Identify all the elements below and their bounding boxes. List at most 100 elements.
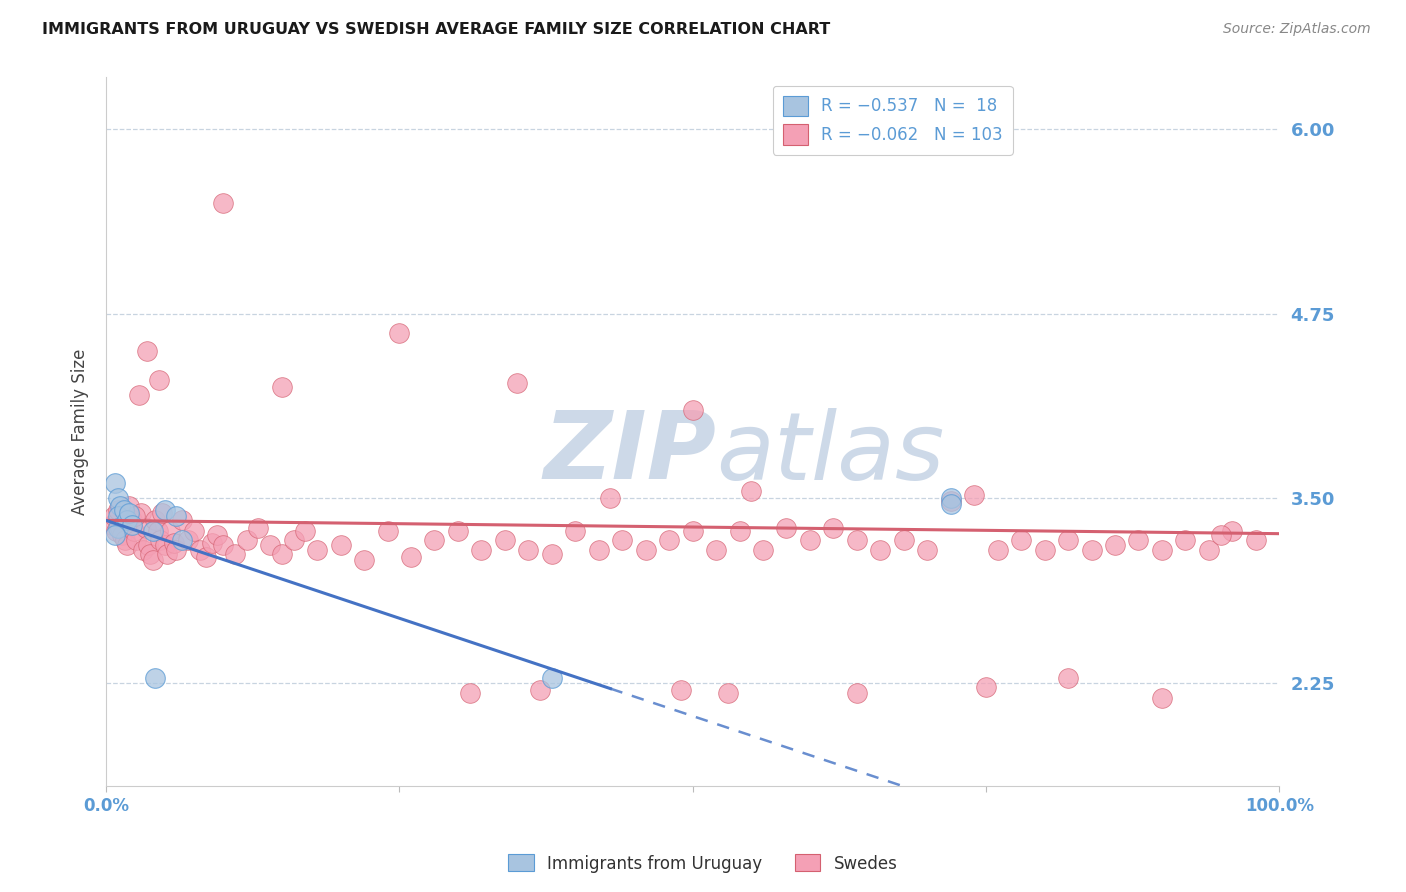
Point xyxy=(212,539,235,553)
Point xyxy=(1057,671,1080,685)
Point xyxy=(188,542,211,557)
Point xyxy=(717,686,740,700)
Point xyxy=(271,380,294,394)
Point xyxy=(115,539,138,553)
Point xyxy=(294,524,316,538)
Point xyxy=(172,533,194,547)
Point xyxy=(121,517,143,532)
Point xyxy=(142,524,165,538)
Point xyxy=(105,524,128,538)
Point xyxy=(845,686,868,700)
Point xyxy=(143,671,166,685)
Point xyxy=(799,533,821,547)
Point xyxy=(987,542,1010,557)
Point xyxy=(893,533,915,547)
Point xyxy=(139,547,162,561)
Point xyxy=(752,542,775,557)
Point xyxy=(128,388,150,402)
Point xyxy=(1150,690,1173,705)
Point xyxy=(177,533,200,547)
Point xyxy=(775,521,797,535)
Point xyxy=(845,533,868,547)
Point xyxy=(599,491,621,506)
Legend: Immigrants from Uruguay, Swedes: Immigrants from Uruguay, Swedes xyxy=(502,847,904,880)
Point xyxy=(740,483,762,498)
Point xyxy=(939,494,962,508)
Point xyxy=(107,508,129,523)
Point xyxy=(118,506,141,520)
Point xyxy=(963,488,986,502)
Point xyxy=(271,547,294,561)
Point xyxy=(682,524,704,538)
Point xyxy=(100,517,122,532)
Point xyxy=(104,528,127,542)
Point xyxy=(704,542,727,557)
Point xyxy=(447,524,470,538)
Point xyxy=(1174,533,1197,547)
Point xyxy=(124,508,146,523)
Point xyxy=(135,521,157,535)
Point xyxy=(165,542,187,557)
Point xyxy=(148,373,170,387)
Point xyxy=(540,671,562,685)
Point xyxy=(494,533,516,547)
Point xyxy=(150,506,173,520)
Point xyxy=(156,547,179,561)
Point xyxy=(136,539,159,553)
Point xyxy=(107,491,129,506)
Point xyxy=(207,528,229,542)
Text: atlas: atlas xyxy=(716,408,945,499)
Point xyxy=(1150,542,1173,557)
Point xyxy=(423,533,446,547)
Point xyxy=(194,550,217,565)
Point xyxy=(353,553,375,567)
Point xyxy=(377,524,399,538)
Point xyxy=(564,524,586,538)
Point xyxy=(823,521,845,535)
Point xyxy=(917,542,939,557)
Point xyxy=(1057,533,1080,547)
Text: Source: ZipAtlas.com: Source: ZipAtlas.com xyxy=(1223,22,1371,37)
Point xyxy=(869,542,891,557)
Point xyxy=(658,533,681,547)
Point xyxy=(682,402,704,417)
Point xyxy=(259,539,281,553)
Point xyxy=(146,524,169,538)
Point xyxy=(103,508,125,523)
Point xyxy=(129,506,152,520)
Point xyxy=(529,683,551,698)
Point xyxy=(121,513,143,527)
Point xyxy=(107,521,129,535)
Point xyxy=(247,521,270,535)
Point xyxy=(149,533,172,547)
Point xyxy=(1209,528,1232,542)
Point xyxy=(540,547,562,561)
Point xyxy=(125,533,148,547)
Point xyxy=(115,513,138,527)
Point xyxy=(939,491,962,506)
Point xyxy=(612,533,634,547)
Point xyxy=(974,680,997,694)
Point xyxy=(634,542,657,557)
Point xyxy=(588,542,610,557)
Point xyxy=(142,553,165,567)
Point xyxy=(111,528,134,542)
Point xyxy=(183,524,205,538)
Point xyxy=(399,550,422,565)
Legend: R = −0.537   N =  18, R = −0.062   N = 103: R = −0.537 N = 18, R = −0.062 N = 103 xyxy=(773,86,1012,155)
Y-axis label: Average Family Size: Average Family Size xyxy=(72,349,89,515)
Point xyxy=(458,686,481,700)
Point xyxy=(153,503,176,517)
Point xyxy=(388,326,411,340)
Point xyxy=(728,524,751,538)
Point xyxy=(235,533,257,547)
Point xyxy=(939,497,962,511)
Point xyxy=(283,533,305,547)
Point xyxy=(153,539,176,553)
Point xyxy=(122,524,145,538)
Text: IMMIGRANTS FROM URUGUAY VS SWEDISH AVERAGE FAMILY SIZE CORRELATION CHART: IMMIGRANTS FROM URUGUAY VS SWEDISH AVERA… xyxy=(42,22,831,37)
Point xyxy=(136,343,159,358)
Point xyxy=(1244,533,1267,547)
Point xyxy=(470,542,492,557)
Point xyxy=(1104,539,1126,553)
